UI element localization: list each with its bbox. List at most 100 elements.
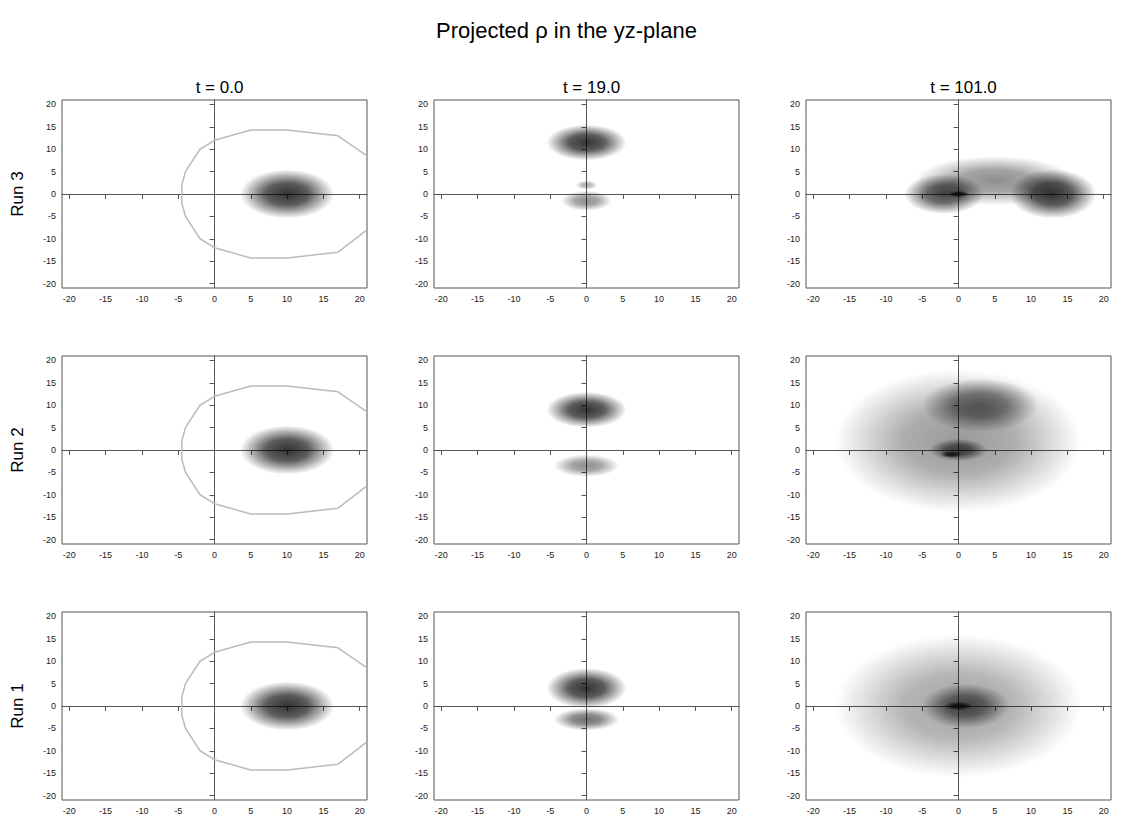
svg-text:-10: -10 [507,550,520,560]
svg-text:10: 10 [1026,550,1036,560]
svg-text:10: 10 [46,656,56,666]
svg-text:-5: -5 [174,806,182,816]
svg-text:15: 15 [318,806,328,816]
svg-text:-15: -15 [843,806,856,816]
svg-text:-20: -20 [43,791,56,801]
svg-text:10: 10 [418,656,428,666]
svg-text:15: 15 [790,122,800,132]
svg-text:15: 15 [1062,806,1072,816]
svg-text:-5: -5 [546,550,554,560]
svg-text:20: 20 [46,99,56,109]
svg-text:15: 15 [418,378,428,388]
svg-text:5: 5 [620,294,625,304]
svg-text:-10: -10 [879,550,892,560]
svg-text:20: 20 [418,99,428,109]
svg-text:0: 0 [423,445,428,455]
svg-text:10: 10 [654,550,664,560]
svg-text:-20: -20 [63,806,76,816]
svg-text:-10: -10 [415,490,428,500]
svg-text:20: 20 [1099,806,1109,816]
svg-text:20: 20 [1099,294,1109,304]
svg-text:-20: -20 [435,294,448,304]
svg-text:-20: -20 [43,535,56,545]
svg-text:5: 5 [795,167,800,177]
svg-text:10: 10 [1026,294,1036,304]
svg-text:Projected ρ in the yz-plane: Projected ρ in the yz-plane [436,18,697,43]
svg-text:-15: -15 [787,768,800,778]
svg-text:-15: -15 [843,550,856,560]
svg-text:-10: -10 [43,234,56,244]
svg-text:-20: -20 [415,535,428,545]
svg-text:0: 0 [212,550,217,560]
svg-text:-20: -20 [787,791,800,801]
svg-text:0: 0 [956,806,961,816]
svg-text:-15: -15 [471,294,484,304]
svg-text:-20: -20 [787,535,800,545]
svg-text:Run 1: Run 1 [8,683,27,728]
svg-text:-5: -5 [420,723,428,733]
svg-text:15: 15 [690,294,700,304]
svg-text:20: 20 [727,294,737,304]
svg-text:15: 15 [318,294,328,304]
svg-text:-15: -15 [787,256,800,266]
svg-text:t = 0.0: t = 0.0 [196,78,244,97]
svg-text:-20: -20 [63,550,76,560]
svg-text:-20: -20 [435,550,448,560]
svg-text:-15: -15 [43,768,56,778]
svg-text:15: 15 [790,378,800,388]
svg-text:-10: -10 [415,234,428,244]
svg-text:10: 10 [1026,806,1036,816]
svg-text:10: 10 [282,806,292,816]
svg-text:20: 20 [355,806,365,816]
svg-text:-20: -20 [787,279,800,289]
svg-text:20: 20 [790,99,800,109]
svg-text:15: 15 [690,550,700,560]
svg-text:0: 0 [51,701,56,711]
svg-text:-10: -10 [135,806,148,816]
svg-text:-5: -5 [792,211,800,221]
svg-text:10: 10 [418,400,428,410]
svg-text:5: 5 [51,167,56,177]
svg-text:-10: -10 [135,294,148,304]
svg-text:0: 0 [51,189,56,199]
svg-text:5: 5 [51,679,56,689]
svg-text:-20: -20 [435,806,448,816]
svg-text:-20: -20 [807,806,820,816]
svg-text:-5: -5 [420,467,428,477]
svg-text:0: 0 [956,550,961,560]
svg-text:15: 15 [690,806,700,816]
svg-text:5: 5 [423,679,428,689]
svg-text:-15: -15 [43,512,56,522]
svg-text:-15: -15 [415,512,428,522]
svg-text:20: 20 [727,806,737,816]
svg-text:0: 0 [423,189,428,199]
svg-text:-5: -5 [918,806,926,816]
svg-text:t = 101.0: t = 101.0 [930,78,997,97]
svg-text:15: 15 [418,634,428,644]
svg-text:-15: -15 [415,768,428,778]
svg-text:20: 20 [355,550,365,560]
svg-text:-10: -10 [43,490,56,500]
svg-text:-5: -5 [48,723,56,733]
svg-text:-10: -10 [879,806,892,816]
svg-text:5: 5 [795,423,800,433]
svg-text:0: 0 [212,294,217,304]
svg-text:-20: -20 [807,550,820,560]
svg-text:0: 0 [423,701,428,711]
svg-text:10: 10 [418,144,428,154]
svg-text:0: 0 [795,701,800,711]
svg-text:-5: -5 [174,294,182,304]
svg-text:5: 5 [992,294,997,304]
svg-text:-15: -15 [843,294,856,304]
svg-text:-15: -15 [787,512,800,522]
svg-text:-15: -15 [99,294,112,304]
svg-text:0: 0 [584,294,589,304]
svg-text:0: 0 [956,294,961,304]
svg-text:-20: -20 [415,279,428,289]
svg-text:-10: -10 [415,746,428,756]
svg-text:-5: -5 [546,806,554,816]
svg-text:-20: -20 [807,294,820,304]
svg-text:-20: -20 [415,791,428,801]
svg-text:t = 19.0: t = 19.0 [563,78,620,97]
svg-text:5: 5 [992,806,997,816]
